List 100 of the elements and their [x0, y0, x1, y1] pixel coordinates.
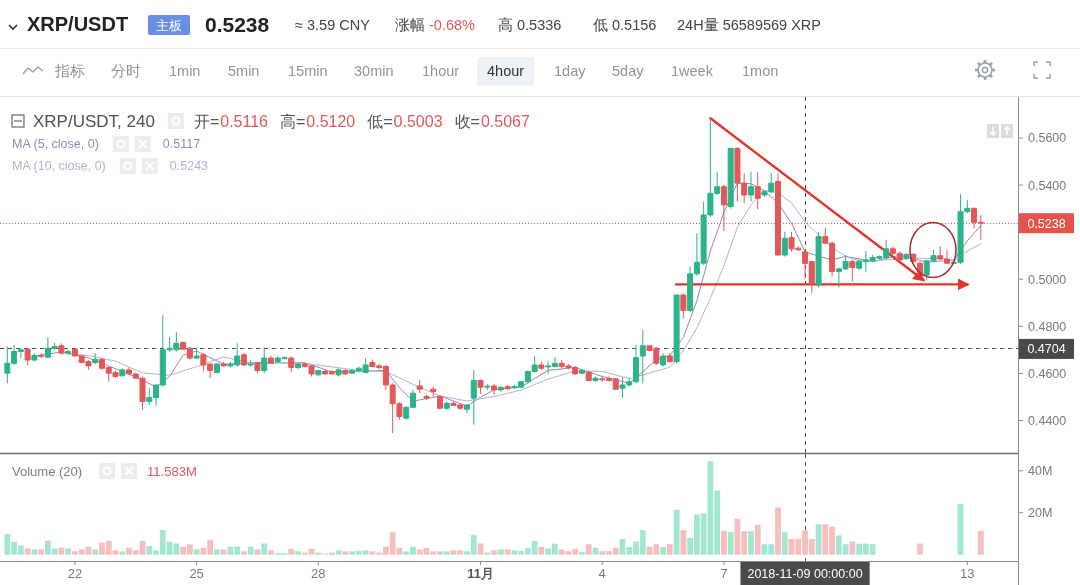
candlestick [849, 259, 856, 283]
text: 30min [354, 63, 394, 79]
candlestick [342, 368, 349, 376]
bar [261, 543, 268, 555]
candlestick [815, 231, 822, 288]
candlestick [119, 367, 126, 377]
bar [491, 550, 497, 555]
candlestick [38, 352, 45, 359]
bar [31, 549, 38, 555]
candlestick [592, 375, 599, 383]
y-tick-label: 0.4600 [1028, 366, 1067, 381]
text: MA (5, close, 0) [12, 137, 99, 151]
bar [220, 549, 227, 555]
annotation: 低= [367, 113, 393, 130]
candlestick [430, 386, 437, 397]
x-tick-label: 4 [598, 566, 606, 581]
text: 涨幅 [395, 17, 425, 33]
text: 1week [671, 63, 714, 79]
bar [295, 551, 301, 555]
bar [680, 530, 687, 555]
annotation: 0.5117 [162, 137, 201, 151]
text: 5day [612, 63, 645, 79]
candlestick [261, 347, 268, 374]
text: 1mon [742, 63, 779, 79]
y-tick-label: 20M [1028, 506, 1053, 521]
candlestick [727, 147, 734, 210]
text: 指标 [54, 63, 85, 79]
candlestick [484, 383, 491, 391]
candlestick [220, 361, 227, 368]
text: 4hour [487, 63, 525, 79]
bar [288, 548, 295, 555]
bar [666, 544, 673, 555]
annotation: 0.5243 [169, 159, 209, 173]
annotation: 收= [454, 113, 480, 130]
text: Volume (20) [12, 464, 83, 479]
ref-line-label: 0.4704 [1027, 342, 1066, 357]
bar [247, 546, 254, 555]
bar [335, 550, 342, 555]
annotation: 高= [279, 113, 306, 130]
candlestick [666, 352, 673, 364]
candlestick [720, 184, 727, 232]
text: 0.5238 [205, 13, 270, 36]
x-tick-label: 11月 [467, 566, 494, 581]
bar [673, 509, 680, 555]
candlestick [254, 361, 261, 374]
candlestick [775, 172, 782, 257]
bar [268, 550, 274, 555]
text: 高 0.5336 [498, 17, 562, 33]
text: ≈ 3.59 CNY [295, 17, 371, 33]
ref-line-label: 0.5238 [1027, 216, 1066, 231]
text: -0.68% [429, 17, 476, 33]
y-tick-label: 0.5400 [1028, 178, 1067, 193]
bar [538, 546, 545, 555]
candlestick [288, 355, 295, 373]
candlestick [497, 386, 504, 393]
candlestick [423, 394, 430, 401]
bar [119, 551, 126, 555]
text: MA (10, close, 0) [12, 159, 106, 173]
candlestick [65, 349, 72, 356]
y-tick-label: 0.5000 [1028, 272, 1067, 287]
annotation: 0.5120 [306, 113, 356, 130]
candlestick [443, 401, 450, 411]
candlestick [639, 329, 646, 384]
x-tick-label: 28 [311, 566, 326, 581]
candlestick [491, 383, 498, 396]
candlestick [267, 355, 274, 365]
bar [504, 549, 511, 555]
text: 1min [169, 63, 201, 79]
candlestick [754, 171, 761, 210]
text: 1hour [422, 63, 460, 79]
bar [748, 531, 754, 555]
bar [214, 549, 220, 555]
candlestick [585, 370, 592, 381]
bar [477, 543, 484, 555]
candlestick [504, 384, 511, 391]
candlestick [24, 347, 31, 366]
bar [484, 552, 491, 555]
candlestick [193, 347, 200, 360]
y-tick-label: 0.4400 [1028, 414, 1067, 429]
text: 24H量 56589569 XRP [677, 17, 821, 33]
bar [579, 551, 585, 555]
bar [977, 530, 984, 555]
candlestick [240, 352, 247, 367]
bar [917, 543, 923, 555]
candlestick [213, 362, 220, 374]
annotation: 0.5067 [480, 113, 530, 130]
text: 15min [288, 63, 328, 79]
bar [849, 541, 856, 555]
bar [342, 551, 349, 555]
text: 主板 [156, 18, 182, 33]
annotation: 0.5116 [220, 113, 269, 130]
candlestick [335, 367, 342, 377]
annotation: 0.5003 [393, 113, 443, 130]
bar [585, 544, 592, 555]
x-tick-label: 25 [189, 566, 204, 581]
candlestick [295, 362, 302, 370]
bar [24, 548, 31, 555]
bar [65, 548, 72, 555]
candlestick [31, 352, 38, 363]
candlestick [903, 252, 910, 261]
